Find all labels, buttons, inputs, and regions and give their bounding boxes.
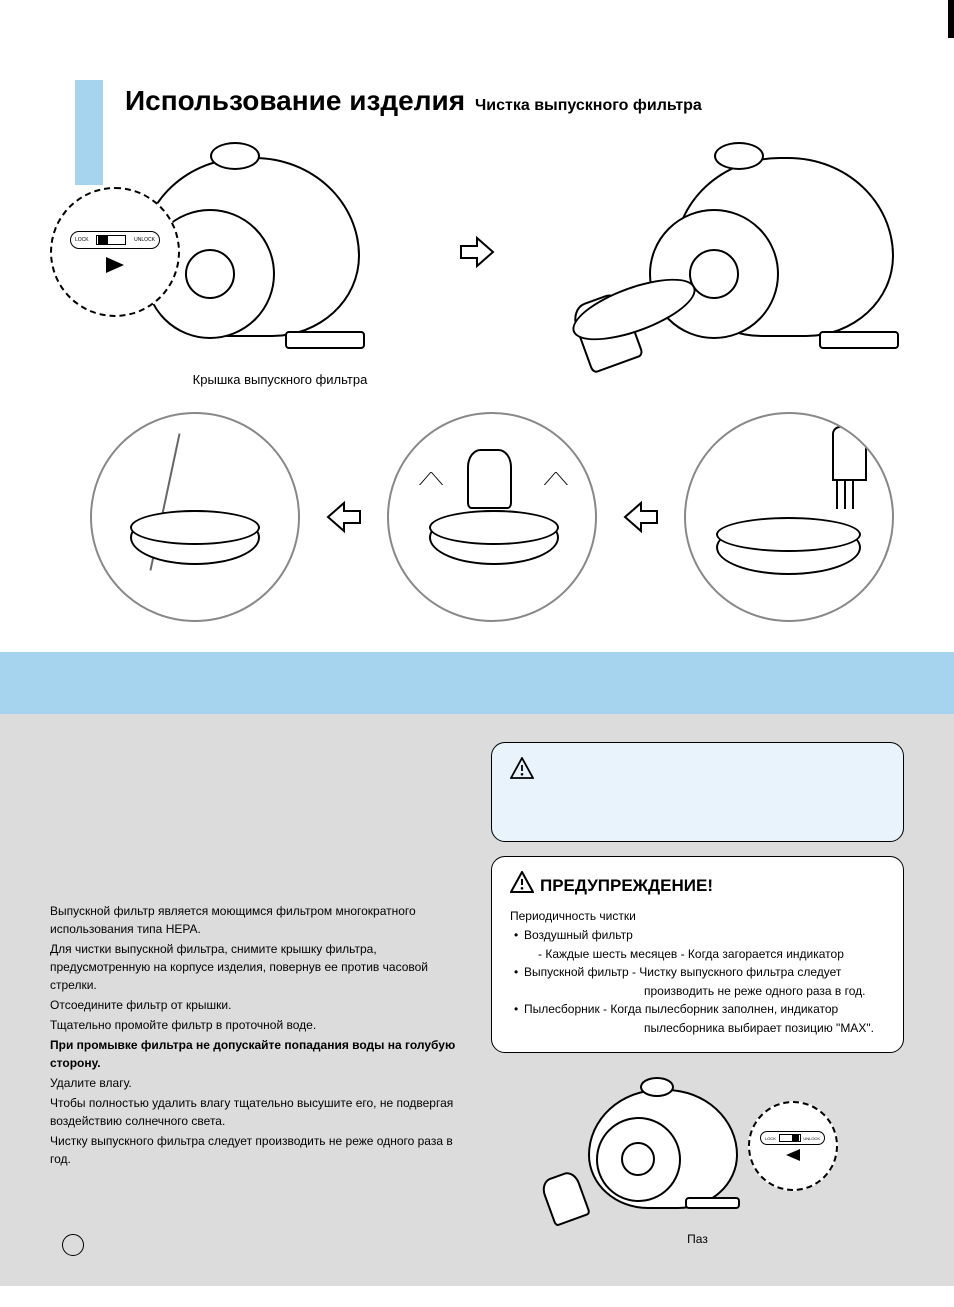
warning-icon — [510, 871, 534, 901]
header: Использование изделия Чистка выпускного … — [0, 0, 954, 117]
page-subtitle: Чистка выпускного фильтра — [475, 97, 702, 115]
arrow-right-icon — [106, 257, 124, 273]
warning-box: ПРЕДУПРЕЖДЕНИЕ! Периодичность чистки Воз… — [491, 856, 904, 1053]
page-number-circle — [62, 1234, 84, 1256]
divider-band — [0, 652, 954, 714]
caution-box — [491, 742, 904, 842]
warning-intro: Периодичность чистки — [510, 907, 885, 926]
lock-label: LOCK — [75, 237, 89, 243]
warning-item: Выпускной фильтр - Чистку выпускного фил… — [514, 963, 885, 1000]
diagram-row-2: ⟋ ⟍ ⟋ ⟍ — [0, 387, 954, 652]
unlock-label: UNLOCK — [134, 237, 155, 243]
unlock-label: UNLOCK — [803, 1136, 820, 1141]
hand-icon — [467, 449, 512, 509]
lock-label: LOCK — [765, 1136, 776, 1141]
vacuum-step-2 — [594, 147, 894, 357]
instruction-bold: При промывке фильтра не допускайте попад… — [50, 1036, 463, 1072]
instruction-line: Для чистки выпускной фильтра, снимите кр… — [50, 940, 463, 994]
vacuum-step-1: LOCK UNLOCK — [90, 147, 360, 357]
warning-icon — [510, 757, 534, 784]
arrow-left-icon — [786, 1149, 800, 1161]
instructions-section: Выпускной фильтр является моющимся фильт… — [0, 714, 954, 1286]
instruction-line: Чтобы полностью удалить влагу тщательно … — [50, 1094, 463, 1130]
warning-item: Пылесборник - Когда пылесборник заполнен… — [514, 1000, 885, 1037]
step-dry — [90, 412, 300, 622]
vacuum-reinstall — [558, 1079, 738, 1214]
diagram-row-1: LOCK UNLOCK — [0, 117, 954, 377]
page-title: Использование изделия — [125, 85, 465, 117]
warning-item: Воздушный фильтр - Каждые шесть месяцев … — [514, 926, 885, 963]
instruction-line: Тщательно промойте фильтр в проточной во… — [50, 1016, 463, 1034]
instruction-line: Удалите влагу. — [50, 1074, 463, 1092]
faucet-icon — [832, 426, 867, 481]
paz-caption: Паз — [491, 1232, 904, 1246]
step-rinse — [684, 412, 894, 622]
reinstall-diagram: LOCK UNLOCK — [491, 1079, 904, 1214]
instruction-line: Выпускной фильтр является моющимся фильт… — [50, 902, 463, 938]
arrow-right-icon — [459, 234, 495, 270]
step-shake: ⟋ ⟍ ⟋ ⟍ — [387, 412, 597, 622]
lock-callout-small: LOCK UNLOCK — [748, 1101, 838, 1191]
manual-page: Использование изделия Чистка выпускного … — [0, 0, 954, 1286]
instruction-line: Чистку выпускного фильтра следует произв… — [50, 1132, 463, 1168]
hand-icon — [538, 1168, 590, 1226]
arrow-left-icon — [326, 499, 362, 535]
arrow-left-icon — [623, 499, 659, 535]
lock-callout: LOCK UNLOCK — [50, 187, 180, 317]
warning-title: ПРЕДУПРЕЖДЕНИЕ! — [540, 873, 713, 899]
instruction-line: Отсоедините фильтр от крышки. — [50, 996, 463, 1014]
instruction-text: Выпускной фильтр является моющимся фильт… — [50, 742, 463, 1246]
